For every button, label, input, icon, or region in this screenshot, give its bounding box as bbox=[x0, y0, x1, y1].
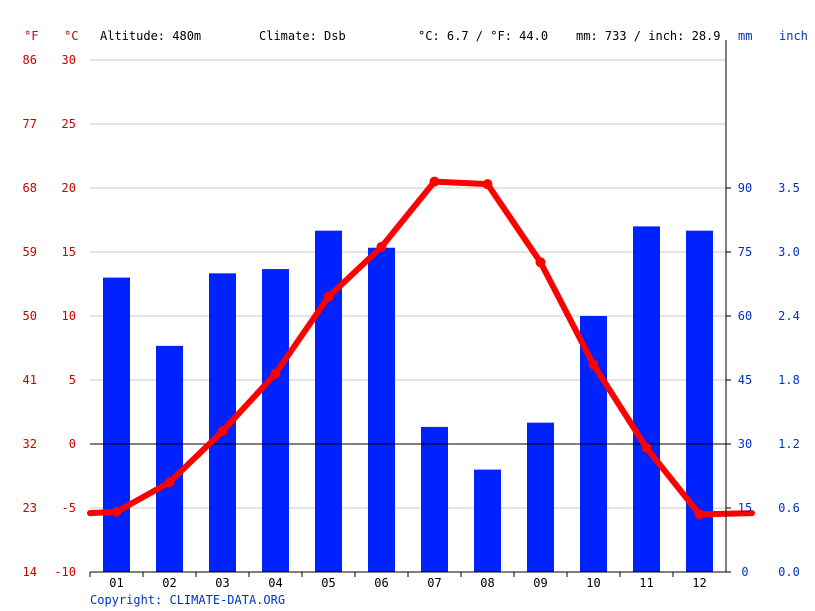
month-tick-label: 08 bbox=[480, 576, 494, 590]
celsius-tick-label: 5 bbox=[69, 373, 76, 387]
precipitation-bar bbox=[686, 230, 713, 572]
mm-tick-label: 0 bbox=[741, 565, 748, 579]
month-tick-label: 07 bbox=[427, 576, 441, 590]
month-tick-label: 01 bbox=[109, 576, 123, 590]
temperature-point bbox=[429, 176, 440, 187]
fahrenheit-tick-label: 41 bbox=[23, 373, 37, 387]
precipitation-bar bbox=[421, 426, 448, 572]
precipitation-bar bbox=[527, 422, 554, 572]
precipitation-bar bbox=[315, 230, 342, 572]
temperature-point bbox=[694, 509, 705, 520]
temperature-point bbox=[641, 442, 652, 453]
inch-tick-label: 2.4 bbox=[778, 309, 800, 323]
temperature-point bbox=[217, 426, 228, 437]
celsius-tick-label: 0 bbox=[69, 437, 76, 451]
precipitation-bar bbox=[156, 345, 183, 572]
temperature-line bbox=[87, 176, 755, 520]
altitude-label: Altitude: 480m bbox=[100, 29, 201, 43]
celsius-tick-label: 20 bbox=[62, 181, 76, 195]
temperature-point bbox=[323, 291, 334, 302]
celsius-tick-label: -10 bbox=[54, 565, 76, 579]
celsius-tick-label: 10 bbox=[62, 309, 76, 323]
fahrenheit-tick-label: 59 bbox=[23, 245, 37, 259]
inch-tick-label: 1.8 bbox=[778, 373, 800, 387]
climate-label: Climate: Dsb bbox=[259, 29, 346, 43]
mm-tick-label: 30 bbox=[738, 437, 752, 451]
month-tick-label: 12 bbox=[692, 576, 706, 590]
month-tick-label: 11 bbox=[639, 576, 653, 590]
grid-lines bbox=[90, 59, 726, 509]
inch-tick-label: 0.0 bbox=[778, 565, 800, 579]
month-tick-label: 03 bbox=[215, 576, 229, 590]
mm-tick-label: 60 bbox=[738, 309, 752, 323]
celsius-tick-label: 25 bbox=[62, 117, 76, 131]
temperature-point bbox=[376, 241, 387, 252]
temperature-point bbox=[482, 179, 493, 190]
inch-tick-label: 0.6 bbox=[778, 501, 800, 515]
month-tick-label: 06 bbox=[374, 576, 388, 590]
temperature-point bbox=[111, 506, 122, 517]
month-tick-label: 02 bbox=[162, 576, 176, 590]
mm-tick-label: 15 bbox=[738, 501, 752, 515]
celsius-unit-label: °C bbox=[64, 29, 78, 43]
fahrenheit-tick-label: 23 bbox=[23, 501, 37, 515]
precipitation-bar bbox=[262, 269, 289, 572]
fahrenheit-tick-label: 32 bbox=[23, 437, 37, 451]
mm-tick-label: 75 bbox=[738, 245, 752, 259]
fahrenheit-tick-label: 68 bbox=[23, 181, 37, 195]
month-tick-label: 04 bbox=[268, 576, 282, 590]
celsius-tick-label: 15 bbox=[62, 245, 76, 259]
precipitation-bar bbox=[368, 247, 395, 572]
celsius-tick-label: 30 bbox=[62, 53, 76, 67]
inch-tick-label: 1.2 bbox=[778, 437, 800, 451]
mm-unit-label: mm bbox=[738, 29, 752, 43]
mm-tick-label: 90 bbox=[738, 181, 752, 195]
temperature-point bbox=[535, 257, 546, 268]
celsius-tick-label: -5 bbox=[62, 501, 76, 515]
month-tick-label: 05 bbox=[321, 576, 335, 590]
month-tick-label: 09 bbox=[533, 576, 547, 590]
precipitation-bar bbox=[633, 226, 660, 572]
fahrenheit-tick-label: 50 bbox=[23, 309, 37, 323]
fahrenheit-tick-label: 14 bbox=[23, 565, 37, 579]
inch-tick-label: 3.0 bbox=[778, 245, 800, 259]
precipitation-bar bbox=[103, 277, 130, 572]
fahrenheit-unit-label: °F bbox=[24, 29, 38, 43]
fahrenheit-tick-label: 86 bbox=[23, 53, 37, 67]
month-tick-label: 10 bbox=[586, 576, 600, 590]
temperature-average-label: °C: 6.7 / °F: 44.0 bbox=[418, 29, 548, 43]
temperature-point bbox=[588, 359, 599, 370]
axes bbox=[89, 40, 731, 577]
precipitation-bars bbox=[103, 226, 713, 572]
copyright-text: Copyright: CLIMATE-DATA.ORG bbox=[90, 593, 285, 607]
fahrenheit-tick-label: 77 bbox=[23, 117, 37, 131]
mm-tick-label: 45 bbox=[738, 373, 752, 387]
precipitation-total-label: mm: 733 / inch: 28.9 bbox=[576, 29, 721, 43]
temperature-polyline bbox=[87, 178, 755, 518]
inch-unit-label: inch bbox=[779, 29, 808, 43]
temperature-point bbox=[164, 477, 175, 488]
precipitation-bar bbox=[474, 469, 501, 572]
temperature-point bbox=[270, 368, 281, 379]
inch-tick-label: 3.5 bbox=[778, 181, 800, 195]
